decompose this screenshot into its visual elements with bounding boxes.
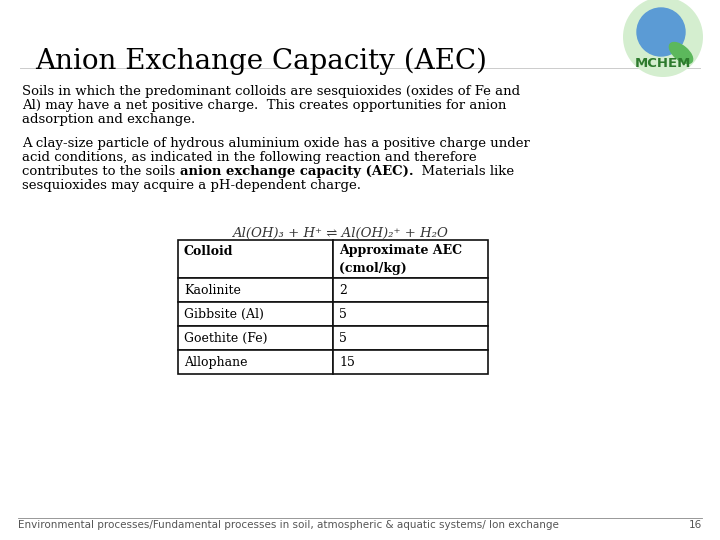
Circle shape <box>623 0 703 77</box>
FancyBboxPatch shape <box>178 278 333 302</box>
Text: 5: 5 <box>339 308 347 321</box>
Text: Goethite (Fe): Goethite (Fe) <box>184 332 268 345</box>
Text: contributes to the soils: contributes to the soils <box>22 165 179 178</box>
Text: Anion Exchange Capacity (AEC): Anion Exchange Capacity (AEC) <box>35 48 487 76</box>
FancyBboxPatch shape <box>178 326 333 350</box>
FancyBboxPatch shape <box>178 350 333 374</box>
FancyBboxPatch shape <box>333 302 488 326</box>
FancyBboxPatch shape <box>333 240 488 278</box>
FancyBboxPatch shape <box>333 350 488 374</box>
Text: adsorption and exchange.: adsorption and exchange. <box>22 113 195 126</box>
Text: acid conditions, as indicated in the following reaction and therefore: acid conditions, as indicated in the fol… <box>22 151 477 164</box>
Circle shape <box>637 8 685 56</box>
Text: sesquioxides may acquire a pH-dependent charge.: sesquioxides may acquire a pH-dependent … <box>22 179 361 192</box>
Text: A clay-size particle of hydrous aluminium oxide has a positive charge under: A clay-size particle of hydrous aluminiu… <box>22 137 530 150</box>
Text: Colloid: Colloid <box>184 245 233 258</box>
Text: 5: 5 <box>339 332 347 345</box>
Text: anion exchange capacity (AEC).: anion exchange capacity (AEC). <box>179 165 413 178</box>
Text: Approximate AEC
(cmol⁣/kg): Approximate AEC (cmol⁣/kg) <box>339 244 462 275</box>
Text: MCHEM: MCHEM <box>635 57 691 70</box>
Text: Soils in which the predominant colloids are sesquioxides (oxides of Fe and: Soils in which the predominant colloids … <box>22 85 520 98</box>
FancyBboxPatch shape <box>333 278 488 302</box>
FancyBboxPatch shape <box>178 302 333 326</box>
FancyBboxPatch shape <box>333 326 488 350</box>
Text: Al(OH)₃ + H⁺ ⇌ Al(OH)₂⁺ + H₂O: Al(OH)₃ + H⁺ ⇌ Al(OH)₂⁺ + H₂O <box>232 227 448 240</box>
Ellipse shape <box>670 43 693 64</box>
Text: Kaolinite: Kaolinite <box>184 284 241 297</box>
FancyBboxPatch shape <box>178 240 333 278</box>
Text: Materials like: Materials like <box>413 165 514 178</box>
Text: 15: 15 <box>339 356 355 369</box>
Text: Gibbsite (Al): Gibbsite (Al) <box>184 308 264 321</box>
Text: Al) may have a net positive charge.  This creates opportunities for anion: Al) may have a net positive charge. This… <box>22 99 506 112</box>
Text: 16: 16 <box>689 520 702 530</box>
Text: 2: 2 <box>339 284 347 297</box>
Text: Environmental processes/Fundamental processes in soil, atmospheric & aquatic sys: Environmental processes/Fundamental proc… <box>18 520 559 530</box>
Text: Allophane: Allophane <box>184 356 248 369</box>
